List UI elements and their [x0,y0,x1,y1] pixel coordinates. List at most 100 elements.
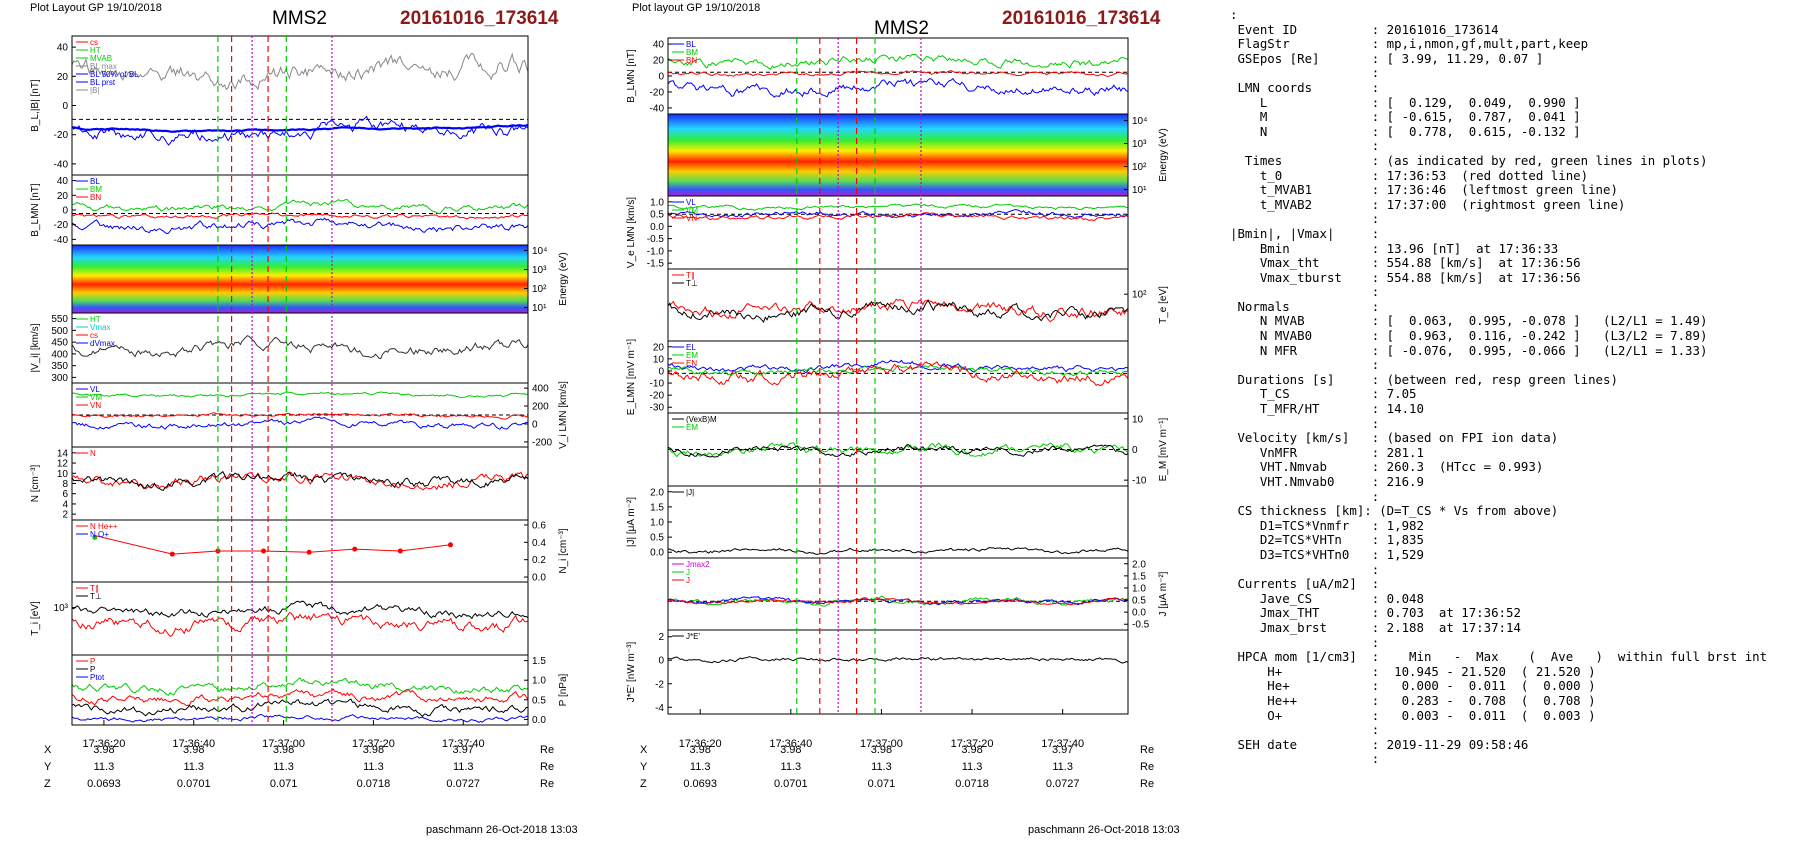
y-tick-label: 1.5 [650,502,664,513]
info-row: : [1230,634,1380,650]
info-row: H+ : 10.945 - 21.520 ( 21.520 ) [1230,663,1596,679]
legend-label: VN [90,401,101,410]
y-tick-label: 0 [658,366,664,377]
info-row: T_MFR/HT : 14.10 [1230,401,1424,417]
y-tick-label: 20 [57,72,69,83]
info-row: : [1230,751,1380,767]
ephem-row-label: Z [640,778,647,790]
y-tick-label: -30 [650,403,665,414]
y-tick-label: 0 [62,101,68,112]
legend-label: BN [90,193,101,202]
y-tick-label: 10¹ [532,303,547,314]
info-row: Vmax_tht : 554.88 [km/s] at 17:36:56 [1230,255,1581,271]
series-line [667,298,1129,323]
legend-label: dVmax [90,339,115,348]
info-row: Jave_CS : 0.048 [1230,590,1424,606]
y-tick-label: 0.2 [532,555,546,566]
info-row: : [1230,7,1238,22]
legend-label: HT [90,315,101,324]
ephem-value: 3.98 [272,744,295,756]
ephem-value: 11.3 [689,761,711,773]
x-tick-label: 17:37:00 [860,738,903,750]
middle-plot-title: MMS2 [874,18,929,39]
y-tick-label: 1.0 [650,197,664,208]
panel-6: 10 0 -10 E_M [mV m⁻¹] (VexB)MEM [667,412,1169,487]
y-tick-label: 10³ [1132,139,1147,150]
y-tick-label: 0 [658,72,664,83]
spectrogram-image [668,114,1128,196]
y-tick-label: 0.5 [532,695,546,706]
legend-label: BL max [90,62,117,71]
y-tick-label: 10⁴ [1132,116,1147,127]
y-axis-label: |V_i| [km/s] [30,323,41,372]
legend-label: EL [686,343,696,352]
series-line [667,656,1129,664]
x-tick-label: 17:37:40 [1041,738,1084,750]
y-axis-label: B_LMN [nT] [30,183,41,237]
info-row: FlagStr : mp,i,nmon,gf,mult,part,keep [1230,36,1589,52]
y-tick-label: 0.0 [1132,608,1146,619]
ephem-value: 0.0727 [446,778,481,790]
info-row: N : [ 0.778, 0.615, -0.132 ] [1230,123,1581,139]
ephem-value: 3.98 [961,744,983,756]
legend-label: Vmax [90,323,110,332]
legend-label: BN [686,56,697,65]
series-line [667,361,1129,387]
ephem-value: 11.3 [961,761,983,773]
info-row: L : [ 0.129, 0.049, 0.990 ] [1230,94,1581,110]
y-tick-label: 20 [57,191,69,202]
y-axis-label: N_i [cm⁻³] [558,528,569,574]
y-tick-label: 10 [57,469,69,480]
info-row: He++ : 0.283 - 0.708 ( 0.708 ) [1230,692,1596,708]
y-tick-label: 8 [62,479,68,490]
legend-label: BM [686,48,698,57]
info-row: Times : (as indicated by red, green line… [1230,152,1708,168]
ephem-value: 3.98 [93,744,115,756]
y-tick-label: -200 [532,437,552,448]
ephem-unit: Re [1140,761,1155,773]
y-tick-label: -10 [1132,476,1147,487]
y-axis-label: Energy (eV) [558,252,569,305]
y-tick-label: 10 [1132,414,1144,425]
left-footer: paschmann 26-Oct-2018 13:03 [426,824,578,836]
y-tick-label: 1.5 [532,656,546,667]
info-row: : [1230,211,1380,227]
y-axis-label: T_e [eV] [1158,286,1169,324]
info-row: SEH date : 2019-11-29 09:58:46 [1230,736,1529,752]
info-row: : [1230,65,1380,81]
ephem-unit: Re [1140,778,1155,790]
ephem-row-label: X [44,744,52,756]
y-axis-label: Energy (eV) [1158,128,1169,181]
legend-label: VM [686,206,698,215]
legend-label: Ptot [90,673,105,682]
ephem-value: 3.98 [183,744,205,756]
info-row: Velocity [km/s] : (based on FPI ion data… [1230,430,1559,446]
y-tick-label: 500 [51,326,68,337]
series-line [71,198,529,215]
info-row: t_0 : 17:36:53 (red dotted line) [1230,167,1589,183]
y-tick-label: -40 [54,159,69,170]
y-tick-label: 2.0 [1132,559,1146,570]
y-tick-label: 1.0 [650,518,664,529]
y-tick-label: 2 [62,510,68,521]
ephem-row-label: X [640,744,648,756]
series-line [71,688,529,707]
y-tick-label: -10 [650,379,665,390]
info-row: Jmax_THT : 0.703 at 17:36:52 [1230,605,1521,621]
y-tick-label: 550 [51,314,68,325]
legend-label: cs [90,38,98,47]
y-tick-label: 0.0 [650,222,664,233]
ephem-value: 3.97 [452,744,474,756]
legend-label: EN [686,359,697,368]
info-row: : [1230,357,1380,373]
left-plot-title: MMS2 [272,8,327,29]
y-tick-label: 0.4 [532,538,546,549]
legend-label: (VexB)M [686,415,717,424]
legend-label: VN [686,214,697,223]
info-row: Durations [s] : (between red, resp green… [1230,371,1618,387]
panel-3: 1.0 0.50.0-0.5-1.0 -1.5 V_e LMN [km/s] VLVMV… [626,195,1129,270]
